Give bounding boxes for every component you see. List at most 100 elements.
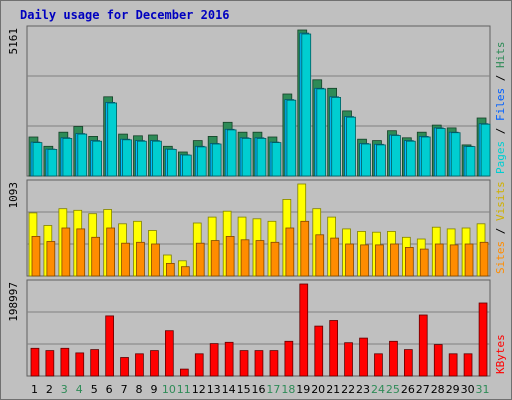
sites-bar-day-27	[419, 248, 429, 277]
sites-bar-day-21	[330, 237, 340, 277]
legend-panel-2-item-visits: Visits	[494, 181, 507, 221]
panel-3-max-label: 198997	[7, 282, 20, 322]
sites-bar-day-5	[91, 236, 100, 277]
x-tick-day-8: 8	[136, 383, 143, 396]
kbytes-bar-day-26	[403, 349, 413, 377]
sites-bar-day-4	[76, 228, 86, 277]
sites-bar-day-2	[46, 241, 56, 277]
kbytes-bar-day-13	[209, 343, 219, 377]
hits-bar-day-22	[346, 116, 356, 177]
hits-bar-day-16	[256, 137, 267, 177]
sites-bar-day-18	[285, 227, 295, 277]
sites-bar-day-28	[434, 243, 444, 277]
kbytes-bar-day-15	[239, 350, 249, 377]
x-tick-day-6: 6	[106, 383, 113, 396]
sites-bar-day-25	[390, 243, 399, 277]
hits-bar-day-21	[331, 97, 342, 177]
kbytes-bar-day-6	[105, 315, 114, 377]
kbytes-bar-day-12	[194, 353, 204, 377]
x-tick-day-31: 31	[476, 383, 490, 396]
sites-bar-day-1	[31, 235, 41, 277]
sites-bar-day-12	[195, 242, 205, 277]
sites-bar-day-20	[315, 234, 325, 277]
x-tick-day-13: 13	[207, 383, 221, 396]
x-tick-day-4: 4	[76, 383, 83, 396]
hits-bar-day-24	[376, 144, 386, 177]
kbytes-bar-day-2	[45, 350, 55, 377]
kbytes-bar-day-14	[224, 341, 234, 377]
kbytes-bar-day-17	[269, 350, 279, 377]
kbytes-bar-day-23	[359, 337, 368, 377]
x-tick-day-23: 23	[356, 383, 370, 396]
x-tick-day-12: 12	[192, 383, 206, 396]
sites-bar-day-15	[240, 239, 250, 277]
sites-bar-day-14	[225, 235, 235, 277]
kbytes-bar-day-16	[254, 350, 264, 377]
x-tick-day-19: 19	[296, 383, 310, 396]
hits-bar-day-26	[405, 140, 416, 177]
hits-bar-day-14	[226, 129, 237, 177]
x-tick-day-15: 15	[237, 383, 251, 396]
kbytes-bar-day-27	[418, 314, 428, 377]
sites-bar-day-17	[270, 241, 280, 277]
panel-2-max-label: 1093	[7, 182, 20, 209]
sites-bar-day-11	[180, 266, 190, 277]
x-tick-day-26: 26	[401, 383, 415, 396]
kbytes-bar-day-24	[374, 353, 383, 377]
x-tick-day-30: 30	[461, 383, 475, 396]
x-tick-day-20: 20	[311, 383, 325, 396]
legend-panel-2: Sites / Visits	[494, 181, 507, 274]
sites-bar-day-13	[210, 240, 220, 277]
hits-bar-day-18	[286, 99, 297, 177]
kbytes-bar-day-10	[164, 330, 174, 377]
sites-bar-day-24	[375, 244, 384, 277]
panel-1-max-label: 5161	[7, 28, 20, 55]
x-tick-day-24: 24	[371, 383, 385, 396]
sites-bar-day-26	[404, 246, 414, 277]
legend-panel-1-item-pages: Pages	[494, 141, 507, 174]
hits-bar-day-12	[196, 146, 207, 177]
chart-title: Daily usage for December 2016	[20, 8, 230, 22]
kbytes-bar-day-7	[120, 357, 129, 377]
kbytes-bar-day-28	[433, 344, 443, 377]
x-tick-day-27: 27	[416, 383, 430, 396]
kbytes-bar-day-1	[30, 347, 40, 377]
kbytes-bar-day-9	[150, 350, 159, 377]
sites-bar-day-7	[121, 242, 130, 277]
x-tick-day-11: 11	[177, 383, 191, 396]
hits-bar-day-10	[166, 148, 177, 177]
kbytes-bar-day-8	[135, 353, 144, 377]
sites-bar-day-16	[255, 240, 265, 277]
kbytes-bar-day-21	[329, 320, 339, 377]
hits-bar-day-6	[107, 102, 117, 177]
sites-bar-day-22	[345, 243, 354, 277]
x-tick-day-28: 28	[431, 383, 445, 396]
hits-bar-day-2	[47, 148, 58, 177]
hits-bar-day-23	[361, 143, 371, 177]
legend-panel-1-item-files: Files	[494, 88, 507, 121]
x-tick-day-18: 18	[281, 383, 295, 396]
hits-bar-day-17	[271, 142, 282, 177]
hits-bar-day-19	[301, 33, 312, 177]
x-tick-day-16: 16	[252, 383, 266, 396]
hits-bar-day-15	[241, 137, 252, 177]
sites-bar-day-3	[61, 227, 71, 277]
kbytes-bar-day-31	[478, 302, 488, 377]
hits-bar-day-30	[465, 146, 476, 177]
sites-bar-day-19	[300, 220, 310, 277]
legend-panel-1: Pages / Files / Hits	[494, 42, 507, 175]
hits-bar-day-7	[122, 139, 132, 177]
hits-bar-day-9	[152, 140, 162, 177]
hits-bar-day-8	[137, 140, 147, 177]
sites-bar-day-31	[479, 241, 489, 277]
sites-bar-day-29	[449, 244, 459, 277]
kbytes-bar-day-18	[284, 340, 294, 377]
kbytes-bar-day-22	[344, 342, 353, 377]
kbytes-bar-day-25	[389, 340, 398, 377]
hits-bar-day-1	[32, 142, 43, 177]
legend-panel-2-item-sites: Sites	[494, 241, 507, 274]
sites-bar-day-30	[464, 243, 474, 277]
x-tick-day-2: 2	[46, 383, 53, 396]
kbytes-bar-day-3	[60, 347, 70, 377]
